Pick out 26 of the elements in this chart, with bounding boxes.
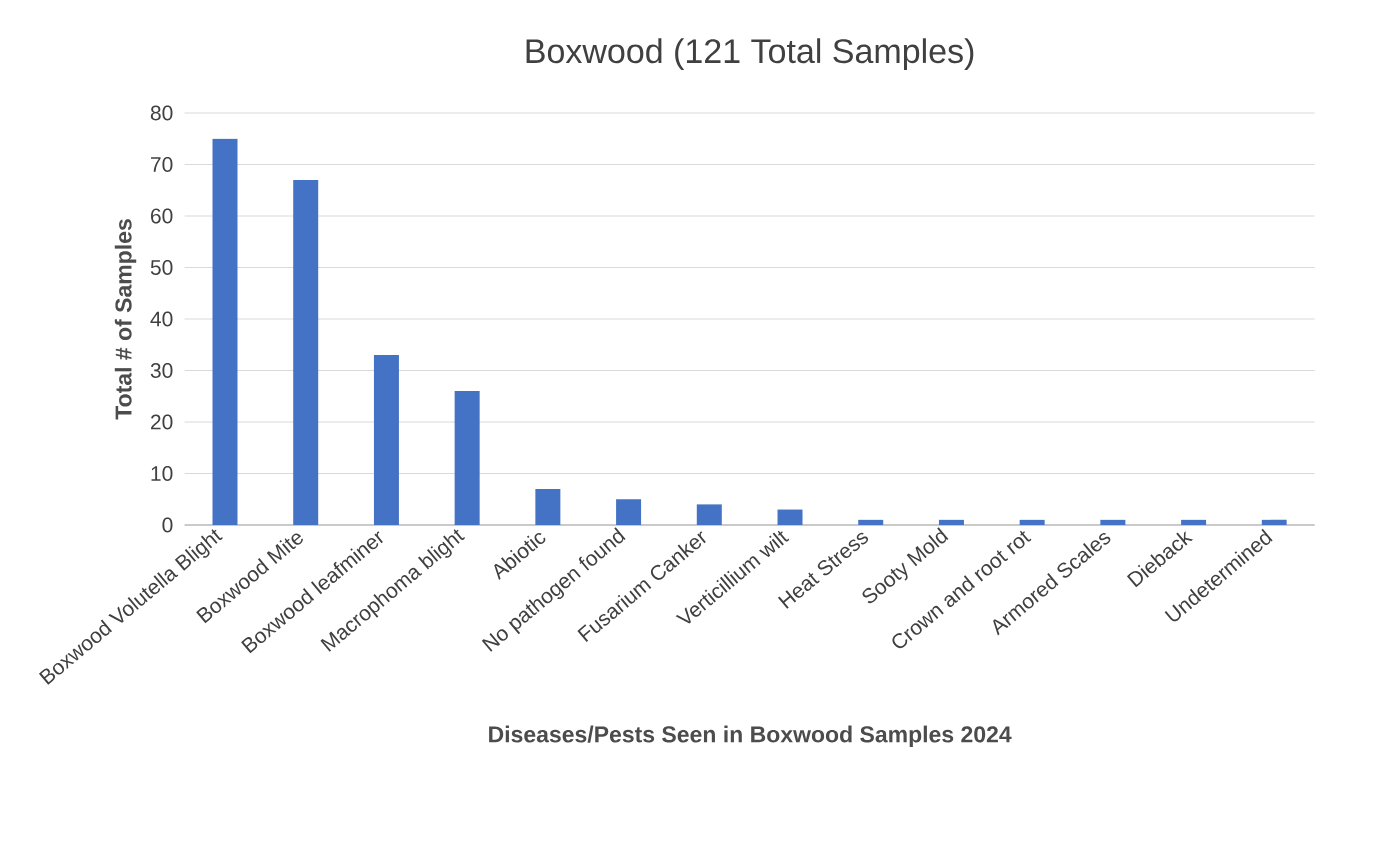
bar: [616, 499, 642, 525]
bar: [1181, 519, 1207, 525]
chart-title: Boxwood (121 Total Samples): [526, 38, 974, 70]
bar: [696, 504, 722, 525]
y-tick-label: 60: [151, 208, 173, 224]
y-tick-label: 10: [151, 466, 173, 481]
bar: [1019, 519, 1045, 525]
bar: [777, 509, 803, 525]
y-tick-label: 20: [151, 414, 173, 430]
y-tick-label: 70: [151, 157, 173, 172]
y-tick-label: 0: [162, 517, 173, 533]
bar: [858, 519, 884, 525]
y-tick-label: 80: [150, 105, 173, 121]
bar: [535, 488, 561, 525]
bar: [212, 138, 238, 525]
y-tick-label: 40: [150, 311, 173, 327]
bar: [1261, 519, 1287, 525]
x-axis-title: Diseases/Pests Seen in Boxwood Samples 2024: [489, 725, 1012, 748]
bar: [293, 179, 319, 525]
y-axis-title: Total # of Samples: [114, 219, 137, 420]
bar: [373, 355, 399, 525]
y-tick-label: 50: [150, 260, 173, 275]
bar: [1100, 519, 1126, 525]
bar: [454, 391, 480, 525]
y-tick-label: 30: [150, 363, 173, 378]
bar: [938, 519, 964, 525]
